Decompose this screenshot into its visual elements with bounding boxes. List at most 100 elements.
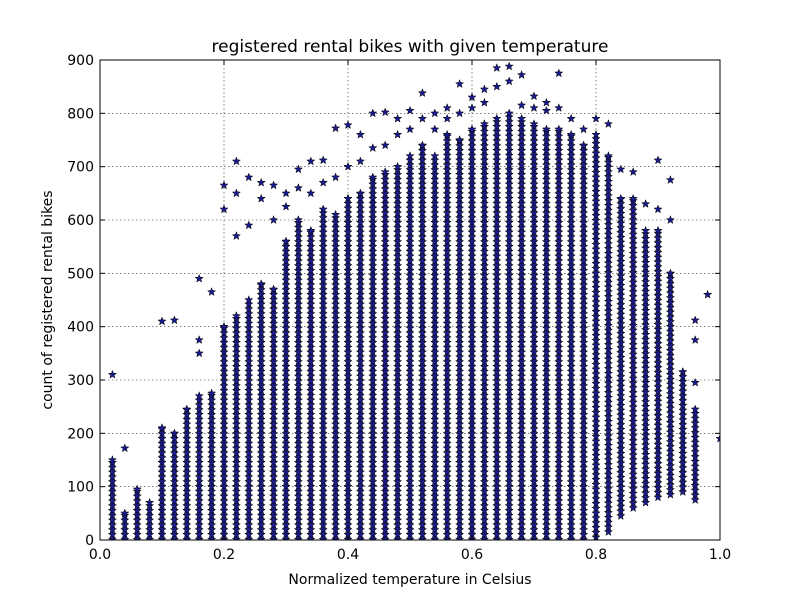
data-point [504, 443, 514, 453]
data-point [318, 366, 328, 376]
data-point [640, 272, 651, 282]
data-point [281, 419, 291, 429]
data-point [430, 361, 440, 371]
data-point [343, 294, 353, 304]
data-point [653, 348, 663, 358]
data-point [454, 270, 465, 280]
data-point [256, 486, 266, 496]
data-point [479, 145, 490, 155]
data-point [231, 491, 242, 501]
data-point [442, 113, 452, 123]
data-point [268, 520, 279, 530]
data-point [343, 198, 353, 208]
data-point [231, 424, 242, 434]
data-point [504, 217, 514, 227]
data-point [380, 500, 390, 510]
data-point [541, 275, 552, 285]
data-point [293, 476, 304, 486]
data-point [603, 383, 614, 392]
data-point [268, 424, 279, 434]
data-point [566, 208, 576, 218]
data-point [467, 131, 477, 141]
x-tick-label: 0.6 [461, 547, 483, 563]
data-point [244, 361, 254, 371]
data-point [306, 356, 316, 366]
data-point [492, 352, 502, 362]
data-point [516, 390, 527, 400]
data-point [591, 138, 601, 148]
data-point [603, 205, 614, 215]
data-point [479, 241, 490, 251]
data-point [492, 155, 502, 165]
data-point [355, 433, 366, 443]
data-point [665, 364, 676, 374]
data-point [516, 438, 527, 448]
data-point [566, 342, 576, 352]
data-point [293, 347, 304, 357]
data-point [640, 406, 651, 416]
data-point [541, 515, 552, 525]
data-point [529, 212, 539, 222]
data-point [529, 318, 539, 328]
data-point [219, 180, 229, 190]
data-point [616, 275, 626, 285]
x-tick-label: 0.8 [585, 547, 607, 563]
data-point [492, 428, 502, 438]
data-point [603, 392, 614, 402]
data-point [281, 476, 291, 486]
data-point [392, 529, 403, 539]
y-axis-label: count of registered rental bikes [40, 190, 56, 409]
data-point [306, 481, 316, 491]
data-point [417, 227, 428, 237]
data-point [578, 534, 589, 540]
data-point [554, 308, 564, 318]
data-point [454, 352, 465, 362]
data-point [330, 486, 341, 496]
data-point [628, 483, 638, 493]
data-point [529, 294, 539, 304]
data-point [516, 371, 527, 381]
data-point [430, 241, 440, 251]
data-point [504, 472, 514, 482]
data-point [516, 472, 527, 482]
data-point [442, 251, 452, 261]
data-point [616, 223, 626, 232]
data-point [405, 308, 415, 318]
data-point [591, 287, 601, 297]
data-point [516, 529, 527, 539]
data-point [380, 414, 390, 424]
data-point [467, 160, 477, 170]
data-point [392, 491, 403, 501]
data-point [107, 369, 118, 379]
data-point [442, 328, 452, 338]
data-point [566, 524, 576, 534]
data-point [566, 448, 576, 458]
data-point [281, 467, 291, 477]
data-point [492, 443, 502, 453]
data-point [293, 275, 304, 285]
data-point [343, 342, 353, 352]
data-point [504, 299, 514, 309]
data-point [380, 534, 390, 540]
data-point [343, 352, 353, 362]
data-point [442, 491, 452, 501]
data-point [380, 313, 390, 323]
data-point [454, 428, 465, 438]
data-point [392, 294, 403, 304]
data-point [566, 481, 576, 491]
data-point [504, 481, 514, 491]
data-point [343, 323, 353, 333]
data-point [405, 347, 415, 357]
data-point [368, 108, 378, 118]
data-point [306, 395, 316, 405]
data-point [343, 476, 353, 486]
data-point [330, 505, 341, 515]
data-point [293, 486, 304, 496]
data-point [268, 400, 279, 410]
data-point [318, 481, 328, 491]
data-point [578, 481, 589, 491]
data-point [628, 215, 638, 224]
data-point [566, 150, 576, 160]
data-point [554, 131, 564, 141]
data-point [268, 448, 279, 458]
